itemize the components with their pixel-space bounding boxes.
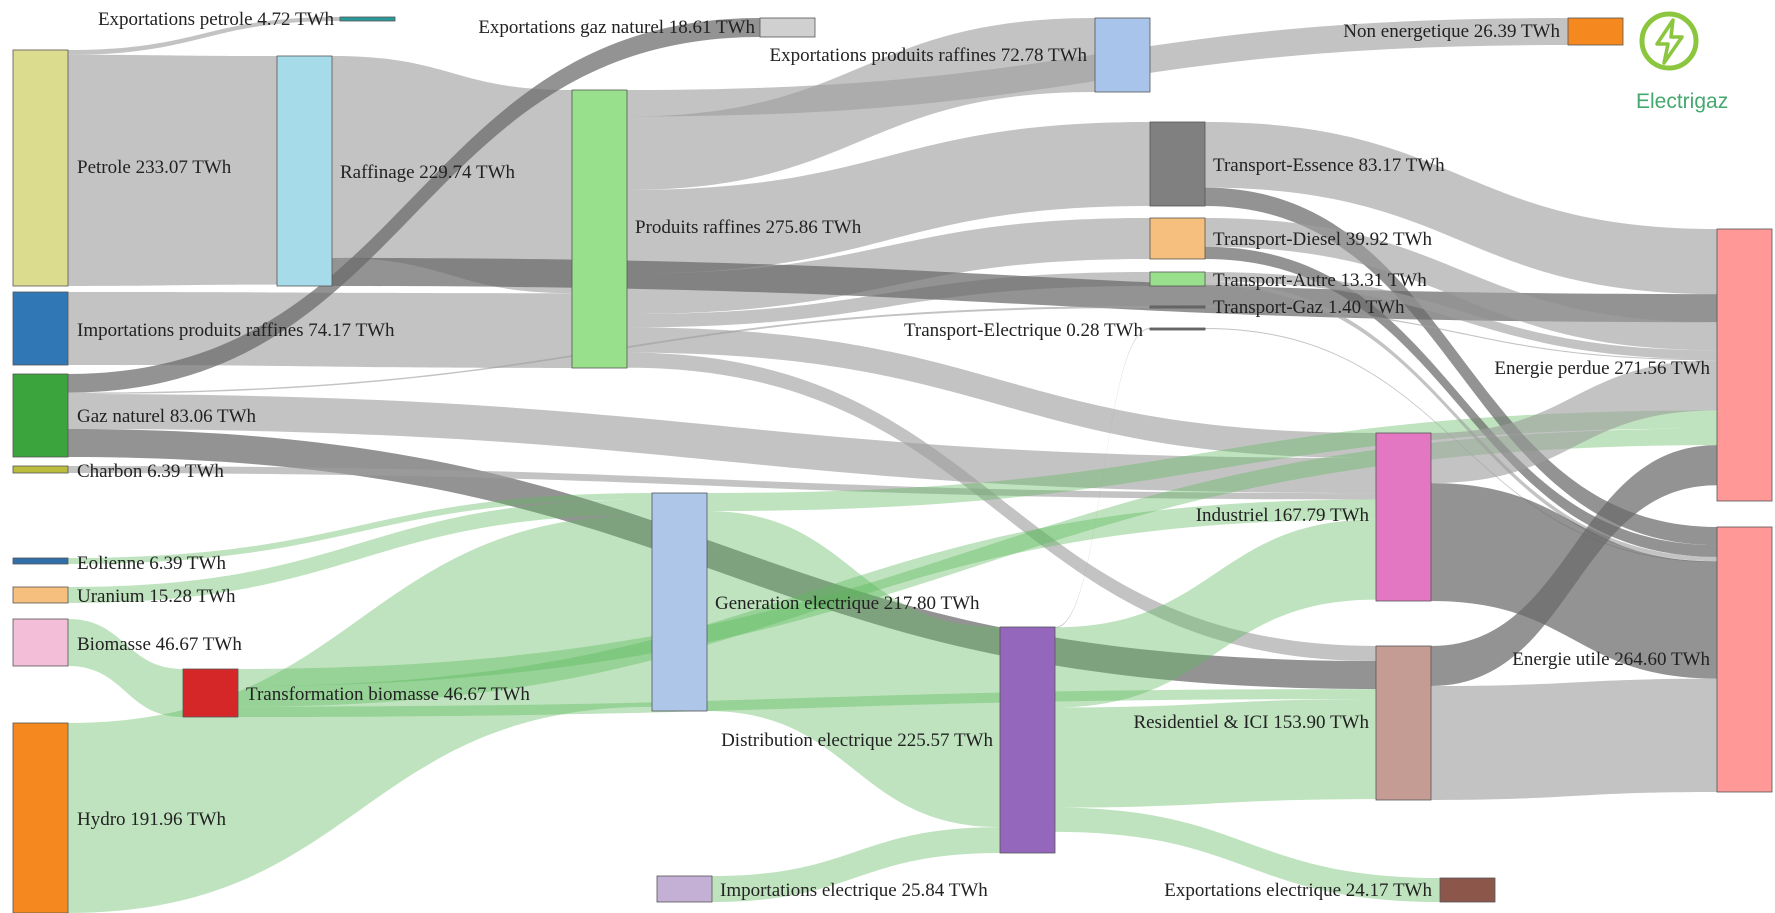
node-label-perdue: Energie perdue 271.56 TWh [1494,358,1710,379]
node-label-imp_raffines: Importations produits raffines 74.17 TWh [77,320,395,341]
flow-residentiel-to-perdue [1431,445,1717,687]
node-label-hydro: Hydro 191.96 TWh [77,809,226,830]
node-labels: Exportations petrole 4.72 TWh Exportation… [77,9,1710,901]
node-distribution [999,626,1056,854]
flow-tr_essence-to-perdue [1205,122,1717,295]
node-tr_autre [1149,271,1206,287]
flow-distribution-to-residentiel [1055,699,1376,808]
flow-distribution-to-industriel [1055,519,1376,708]
node-charbon [12,465,69,474]
node-exp_elec [1439,877,1496,903]
node-tr_diesel [1149,217,1206,260]
node-label-uranium: Uranium 15.28 TWh [77,586,236,607]
node-petrole [12,49,69,287]
node-exp_gaz [759,17,816,38]
node-raffinage [276,55,333,287]
node-tr_essence [1149,121,1206,207]
node-gaz [12,373,69,458]
node-tr_elec [1149,327,1206,331]
node-label-exp_gaz: Exportations gaz naturel 18.61 TWh [478,17,755,38]
node-produits [571,89,628,369]
node-label-biomasse: Biomasse 46.67 TWh [77,634,242,655]
flow-petrole-to-exp_petrole [68,17,340,55]
flow-distribution-to-tr_elec [1055,328,1150,628]
node-label-raffinage: Raffinage 229.74 TWh [340,162,516,183]
node-uranium [12,586,69,604]
flow-hydro-to-generation [68,514,652,913]
flow-biomasse-to-transfo [68,619,183,717]
flow-charbon-to-industriel [68,466,1376,500]
flow-imp_elec-to-distribution [712,827,1000,902]
node-label-gaz: Gaz naturel 83.06 TWh [77,406,257,427]
flow-produits-to-residentiel [627,352,1376,662]
node-label-charbon: Charbon 6.39 TWh [77,461,224,482]
flow-imp_raffines-to-produits [68,292,572,368]
flow-gaz-to-residentiel [68,428,1376,690]
node-label-transfo: Transformation biomasse 46.67 TWh [246,684,530,705]
node-non_energ [1567,17,1624,46]
node-imp_elec [656,875,713,903]
node-label-exp_elec: Exportations electrique 24.17 TWh [1164,880,1432,901]
flow-transfo-to-residentiel [238,689,1376,717]
flow-produits-to-industriel [627,327,1376,459]
flow-produits-to-tr_essence [627,122,1150,274]
flow-uranium-to-generation [68,499,652,603]
flow-transfo-to-industriel [238,499,1376,707]
flow-tr_autre-to-perdue [1205,272,1717,360]
node-label-tr_diesel: Transport-Diesel 39.92 TWh [1213,229,1433,250]
flow-industriel-to-perdue [1431,360,1717,484]
flow-residentiel-to-utile [1431,678,1717,800]
node-label-tr_gaz: Transport-Gaz 1.40 TWh [1213,297,1405,318]
flow-petrole-to-raffinage [68,54,277,287]
brand-name: Electrigaz [1636,90,1728,113]
node-label-industriel: Industriel 167.79 TWh [1196,505,1370,526]
node-label-petrole: Petrole 233.07 TWh [77,157,232,178]
node-label-exp_petrole: Exportations petrole 4.72 TWh [98,9,335,30]
node-label-tr_essence: Transport-Essence 83.17 TWh [1213,155,1445,176]
node-imp_raffines [12,291,69,366]
node-biomasse [12,618,69,667]
node-label-utile: Energie utile 264.60 TWh [1512,649,1710,670]
node-perdue [1716,228,1773,502]
flow-tr_diesel-to-perdue [1205,218,1717,351]
flow-tr_diesel-to-utile [1205,246,1717,557]
node-label-residentiel: Residentiel & ICI 153.90 TWh [1133,712,1369,733]
node-industriel [1375,432,1432,602]
electrigaz-logo: Electrigaz [1636,11,1728,113]
node-label-distribution: Distribution electrique 225.57 TWh [721,730,993,751]
node-exp_petrole [339,16,396,22]
flow-generation-to-distribution [707,511,1000,828]
node-label-non_energ: Non energetique 26.39 TWh [1343,21,1560,42]
node-label-eolienne: Eolienne 6.39 TWh [77,553,226,574]
flow-nodes [12,16,1773,913]
node-eolienne [12,557,69,565]
node-label-exp_raffines: Exportations produits raffines 72.78 TWh [770,45,1088,66]
node-utile [1716,526,1773,793]
node-label-generation: Generation electrique 217.80 TWh [715,593,980,614]
flow-tr_gaz-to-perdue [1205,306,1717,361]
node-label-tr_autre: Transport-Autre 13.31 TWh [1213,270,1427,291]
node-transfo [182,668,239,718]
flow-tr_essence-to-utile [1205,187,1717,546]
node-residentiel [1375,645,1432,801]
node-generation [651,492,708,712]
flow-links [68,17,1717,913]
flow-eolienne-to-generation [68,493,652,564]
node-exp_raffines [1094,17,1151,93]
node-label-imp_elec: Importations electrique 25.84 TWh [720,880,988,901]
node-label-tr_elec: Transport-Electrique 0.28 TWh [904,320,1144,341]
flow-gaz-to-industriel [68,393,1376,494]
lightning-bolt-icon [1639,11,1699,71]
flow-tr_autre-to-utile [1205,281,1717,562]
node-label-produits: Produits raffines 275.86 TWh [635,217,862,238]
node-hydro [12,722,69,913]
flow-gaz-to-exp_gaz [68,18,760,393]
node-tr_gaz [1149,305,1206,309]
flow-transfo-to-perdue [238,428,1717,687]
flow-distribution-to-exp_elec [1055,807,1440,902]
